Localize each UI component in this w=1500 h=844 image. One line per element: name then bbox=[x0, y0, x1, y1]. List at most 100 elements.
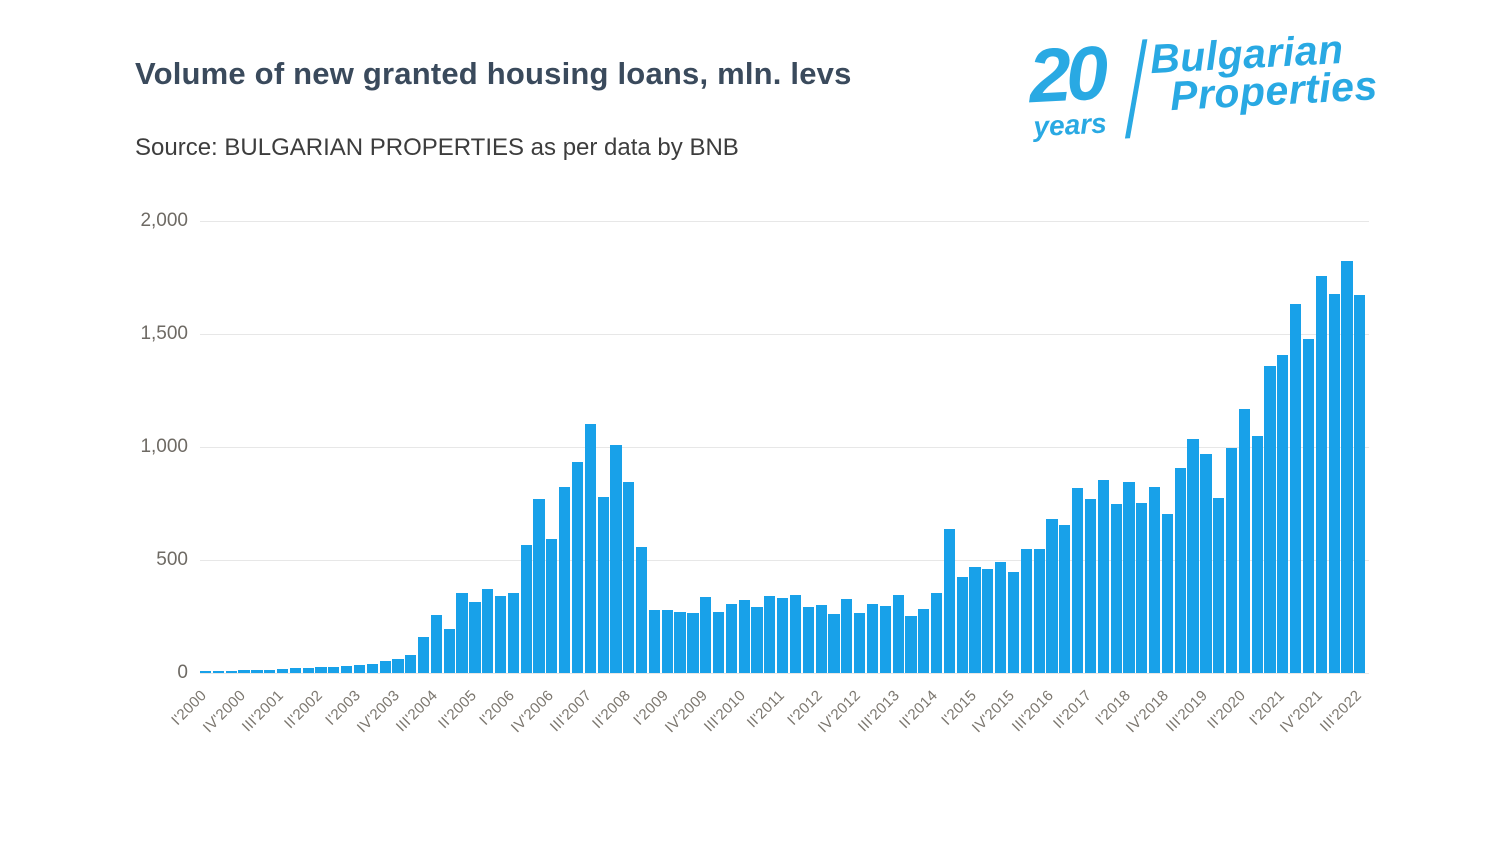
bar-II'2009 bbox=[674, 612, 686, 673]
bar-I'2013 bbox=[866, 604, 879, 673]
y-axis-tick-label: 500 bbox=[156, 549, 188, 570]
bar-II'2001 bbox=[264, 669, 276, 673]
bar-IV'2016 bbox=[1059, 524, 1071, 673]
bar-III'2009 bbox=[687, 613, 699, 673]
bar-II'2005 bbox=[469, 601, 481, 673]
bar-I'2003 bbox=[353, 665, 366, 673]
bar-III'2004 bbox=[430, 615, 443, 673]
bar-II'2021 bbox=[1290, 304, 1302, 673]
gridline-y-2000 bbox=[200, 221, 1369, 222]
bar-II'2008 bbox=[623, 481, 635, 673]
bar-III'2011 bbox=[789, 595, 802, 673]
bar-II'2011 bbox=[777, 598, 789, 673]
bar-IV'2017 bbox=[1110, 503, 1122, 673]
bar-IV'2002 bbox=[341, 665, 353, 673]
bar-I'2022 bbox=[1328, 293, 1340, 673]
y-axis-tick-label: 2,000 bbox=[140, 210, 188, 231]
bar-IV'2004 bbox=[443, 628, 455, 673]
bar-I'2014 bbox=[918, 609, 930, 673]
bar-IV'2019 bbox=[1213, 497, 1225, 673]
bar-III'2001 bbox=[276, 669, 289, 673]
bar-IV'2007 bbox=[597, 496, 609, 673]
bar-IV'2015 bbox=[1007, 572, 1020, 673]
bar-II'2004 bbox=[418, 636, 430, 673]
bar-I'2017 bbox=[1072, 487, 1084, 673]
bar-III'2005 bbox=[482, 588, 494, 673]
bar-I'2012 bbox=[815, 605, 827, 673]
bar-III'2015 bbox=[995, 562, 1007, 673]
bar-III'2013 bbox=[892, 595, 904, 673]
bar-III'2012 bbox=[841, 599, 853, 673]
gridline-y-1000 bbox=[200, 447, 1369, 448]
bar-IV'2013 bbox=[905, 616, 917, 673]
bar-IV'2000 bbox=[238, 670, 250, 673]
gridline-y-1500 bbox=[200, 334, 1369, 335]
bar-IV'2021 bbox=[1315, 276, 1327, 673]
bar-IV'2014 bbox=[956, 576, 968, 673]
bar-III'2000 bbox=[225, 670, 237, 673]
bar-IV'2018 bbox=[1161, 514, 1174, 673]
bar-II'2012 bbox=[828, 613, 840, 673]
bar-II'2002 bbox=[315, 667, 327, 673]
bar-IV'2011 bbox=[802, 607, 814, 673]
bar-I'2010 bbox=[712, 611, 725, 673]
bar-IV'2020 bbox=[1264, 366, 1276, 673]
bar-II'2015 bbox=[982, 569, 994, 673]
gridline-y-0 bbox=[200, 673, 1369, 674]
bar-III'2006 bbox=[533, 498, 545, 673]
chart-title: Volume of new granted housing loans, mln… bbox=[135, 56, 852, 91]
bar-I'2019 bbox=[1174, 467, 1186, 673]
y-axis-tick-label: 1,500 bbox=[140, 323, 188, 344]
bar-III'2017 bbox=[1097, 479, 1109, 673]
bar-IV'2001 bbox=[289, 668, 301, 673]
bar-II'2013 bbox=[879, 606, 891, 673]
bar-IV'2008 bbox=[648, 609, 661, 673]
bar-II'2007 bbox=[571, 461, 584, 673]
bar-II'2014 bbox=[930, 593, 943, 673]
bar-IV'2005 bbox=[494, 596, 507, 673]
bar-I'2015 bbox=[969, 566, 981, 673]
bar-II'2019 bbox=[1187, 438, 1199, 673]
bar-III'2020 bbox=[1251, 436, 1263, 673]
bar-III'2010 bbox=[738, 600, 750, 673]
bar-III'2022 bbox=[1354, 294, 1366, 673]
bar-IV'2010 bbox=[751, 606, 763, 673]
bar-I'2007 bbox=[559, 487, 571, 673]
bar-III'2007 bbox=[584, 423, 596, 673]
bar-III'2016 bbox=[1046, 518, 1058, 673]
bar-III'2008 bbox=[636, 546, 648, 673]
bar-II'2016 bbox=[1033, 548, 1045, 673]
bar-I'2008 bbox=[610, 445, 622, 673]
bar-IV'2012 bbox=[854, 613, 866, 673]
bar-IV'2003 bbox=[392, 658, 404, 673]
bar-I'2020 bbox=[1225, 447, 1238, 673]
bar-I'2001 bbox=[251, 669, 263, 673]
bar-IV'2009 bbox=[700, 597, 712, 673]
bar-II'2017 bbox=[1084, 498, 1097, 673]
bar-II'2022 bbox=[1341, 261, 1353, 673]
bar-II'2003 bbox=[366, 663, 378, 673]
bar-III'2002 bbox=[328, 666, 340, 673]
bar-I'2021 bbox=[1277, 355, 1289, 673]
bar-I'2005 bbox=[456, 593, 468, 673]
bar-IV'2006 bbox=[546, 538, 558, 673]
bar-I'2000 bbox=[200, 671, 212, 673]
y-axis-tick-label: 0 bbox=[177, 662, 188, 683]
bar-II'2018 bbox=[1136, 502, 1148, 673]
bar-I'2004 bbox=[405, 654, 417, 673]
bar-III'2019 bbox=[1200, 453, 1212, 673]
bar-I'2006 bbox=[507, 592, 519, 673]
bar-I'2009 bbox=[661, 610, 673, 673]
bar-II'2000 bbox=[212, 670, 225, 673]
bar-I'2011 bbox=[764, 596, 776, 673]
gridline-y-500 bbox=[200, 560, 1369, 561]
bar-I'2016 bbox=[1020, 548, 1032, 673]
bar-III'2018 bbox=[1148, 487, 1161, 673]
y-axis-tick-label: 1,000 bbox=[140, 436, 188, 457]
bar-II'2006 bbox=[520, 544, 532, 673]
bar-I'2018 bbox=[1123, 481, 1135, 673]
source-caption: Source: BULGARIAN PROPERTIES as per data… bbox=[135, 134, 739, 161]
bar-II'2010 bbox=[725, 604, 737, 673]
